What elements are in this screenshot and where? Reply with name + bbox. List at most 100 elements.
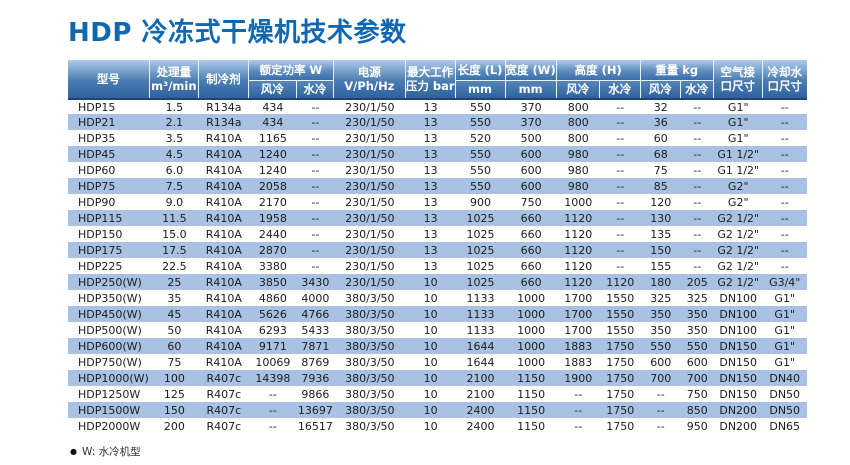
value-cell: 6293 <box>258 323 287 337</box>
value-cell: G1" <box>762 338 807 354</box>
value-cell: 380/3/50 <box>345 387 395 401</box>
value-cell: 68 <box>640 146 681 162</box>
value-cell: -- <box>762 178 807 194</box>
value-cell: 1550 <box>599 306 641 322</box>
value-cell: 7871 <box>296 338 334 354</box>
value-cell: -- <box>268 419 277 433</box>
value-cell: 13 <box>405 242 456 258</box>
value-cell: 10069 <box>255 355 291 369</box>
value-cell: 800 <box>556 98 600 114</box>
table-row: HDP750(W) 75 R410A 10069 8769 380/3/50 10 1644 1… <box>68 354 807 370</box>
table-row: HDP2000W 200 R407c -- 16517 380/3/50 10 2400 115… <box>68 418 807 434</box>
table-row: HDP1250W 125 R407c -- 9866 380/3/50 10 2100 1150… <box>68 386 807 402</box>
value-cell: 22.5 <box>162 259 187 273</box>
subheader-height-water: 水冷 <box>599 81 641 98</box>
value-cell: 155 <box>650 259 672 273</box>
value-cell: 380/3/50 <box>333 370 406 386</box>
value-cell: -- <box>780 195 789 209</box>
value-cell: R407c <box>206 387 242 401</box>
col-header-rated-power: 额定功率 W <box>248 60 334 81</box>
value-cell: 434 <box>248 98 297 114</box>
value-cell: -- <box>680 114 714 130</box>
value-cell: 1133 <box>466 323 495 337</box>
value-cell: DN200 <box>719 419 758 433</box>
subheader-width-mm: mm <box>505 81 557 98</box>
value-cell: 10 <box>423 419 438 433</box>
value-cell: DN150 <box>719 355 758 369</box>
value-cell: 9866 <box>301 387 330 401</box>
value-cell: DN65 <box>769 419 801 433</box>
value-cell: 10 <box>405 338 456 354</box>
value-cell: 4000 <box>301 291 330 305</box>
value-cell: 1958 <box>248 210 297 226</box>
value-cell: 205 <box>680 274 714 290</box>
value-cell: 4860 <box>258 291 287 305</box>
value-cell: 550 <box>455 114 506 130</box>
footnote-text: W: 水冷机型 <box>81 446 141 458</box>
value-cell: 135 <box>650 227 672 241</box>
table-row: HDP350(W) 35 R410A 4860 4000 380/3/50 10 1133 10… <box>68 290 807 306</box>
value-cell: -- <box>680 178 714 194</box>
value-cell: 2400 <box>455 402 506 418</box>
value-cell: 550 <box>455 146 506 162</box>
value-cell: 230/1/50 <box>345 227 395 241</box>
col-header-length: 长度 (L) <box>455 60 506 81</box>
table-row: HDP90 9.0 R410A 2170 -- 230/1/50 13 900 750 1000 -… <box>68 194 807 210</box>
value-cell: 150 <box>149 402 199 418</box>
table-row: HDP225 22.5 R410A 3380 -- 230/1/50 13 1025 660 11… <box>68 258 807 274</box>
value-cell: 5433 <box>301 323 330 337</box>
value-cell: -- <box>599 178 641 194</box>
col-header-weight: 重量 kg <box>640 60 714 81</box>
spec-table: 型号 处理量 m³/min 制冷剂 额定功率 W 电源 V/Ph/Hz 最大工作… <box>68 60 807 434</box>
table-row: HDP500(W) 50 R410A 6293 5433 380/3/50 10 1133 10… <box>68 322 807 338</box>
value-cell: 1000 <box>517 355 546 369</box>
table-header: 型号 处理量 m³/min 制冷剂 额定功率 W 电源 V/Ph/Hz 最大工作… <box>68 60 807 98</box>
value-cell: 380/3/50 <box>345 323 395 337</box>
value-cell: 10 <box>405 370 456 386</box>
bullet-icon: ● <box>70 446 77 456</box>
value-cell: -- <box>556 402 600 418</box>
value-cell: R407c <box>206 419 242 433</box>
value-cell: -- <box>693 227 702 241</box>
value-cell: 700 <box>680 370 714 386</box>
value-cell: DN100 <box>719 291 758 305</box>
table-row: HDP250(W) 25 R410A 3850 3430 230/1/50 10 1025 66… <box>68 274 807 290</box>
value-cell: 380/3/50 <box>345 291 395 305</box>
value-cell: 350 <box>686 323 708 337</box>
subheader-length-mm: mm <box>455 81 506 98</box>
value-cell: 32 <box>640 98 681 114</box>
value-cell: 180 <box>640 274 681 290</box>
value-cell: 700 <box>640 370 681 386</box>
value-cell: 60 <box>149 338 199 354</box>
value-cell: -- <box>574 387 583 401</box>
value-cell: R407c <box>198 402 249 418</box>
value-cell: -- <box>780 131 789 145</box>
model-cell: HDP15 <box>68 98 150 114</box>
footnote: ● W: 水冷机型 <box>70 444 141 459</box>
value-cell: 13 <box>405 178 456 194</box>
table-body: HDP15 1.5 R134a 434 -- 230/1/50 13 550 370 800 -- 3… <box>68 98 807 434</box>
value-cell: -- <box>296 114 334 130</box>
value-cell: 2058 <box>248 178 297 194</box>
value-cell: 1700 <box>556 306 600 322</box>
value-cell: R410A <box>205 355 242 369</box>
value-cell: -- <box>616 227 625 241</box>
value-cell: -- <box>680 98 714 114</box>
value-cell: 10 <box>405 402 456 418</box>
value-cell: 230/1/50 <box>333 98 406 114</box>
value-cell: -- <box>693 131 702 145</box>
value-cell: R410A <box>198 242 249 258</box>
value-cell: 130 <box>640 210 681 226</box>
value-cell: -- <box>599 98 641 114</box>
value-cell: 100 <box>149 370 199 386</box>
model-cell: HDP175 <box>68 242 150 258</box>
value-cell: 9.0 <box>165 195 184 209</box>
model-cell: HDP350(W) <box>78 291 142 305</box>
value-cell: 10 <box>405 274 456 290</box>
value-cell: 230/1/50 <box>333 274 406 290</box>
value-cell: -- <box>616 259 625 273</box>
value-cell: -- <box>693 195 702 209</box>
value-cell: 800 <box>567 131 589 145</box>
value-cell: R410A <box>198 146 249 162</box>
value-cell: G2 1/2" <box>717 227 760 241</box>
